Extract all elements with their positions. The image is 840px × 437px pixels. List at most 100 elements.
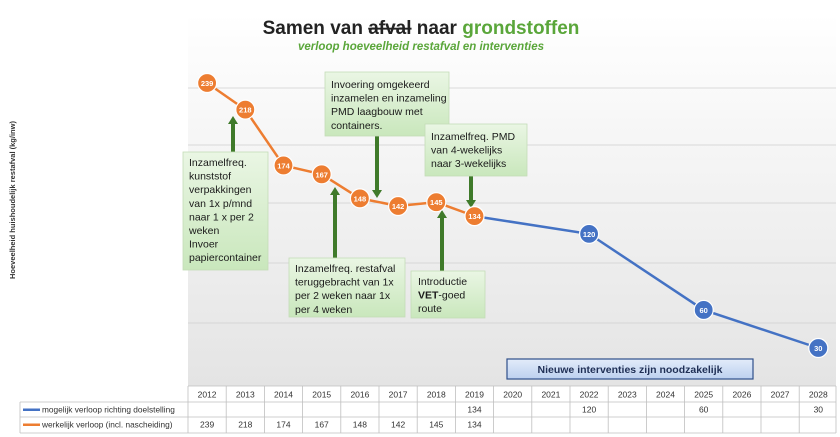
data-point-werkelijk: 145 bbox=[426, 192, 447, 213]
data-point-marker bbox=[197, 72, 218, 94]
data-point-marker bbox=[578, 223, 600, 244]
chart-subtitle: verloop hoeveelheid restafval en interve… bbox=[298, 41, 544, 53]
data-point-marker bbox=[311, 164, 332, 185]
table-header-year: 2015 bbox=[312, 390, 331, 400]
callout-box: Nieuwe interventies zijn noodzakelijk bbox=[506, 358, 754, 380]
annotation-line: weken bbox=[188, 225, 220, 237]
annotation-arrowhead bbox=[330, 187, 340, 195]
table-header-year: 2018 bbox=[427, 390, 446, 400]
table-header-year: 2024 bbox=[656, 390, 675, 400]
annotation-box: Introductie VET-goed route bbox=[410, 210, 486, 319]
data-point-marker bbox=[693, 299, 714, 321]
table-cell: 120 bbox=[582, 405, 596, 415]
title-green: grondstoffen bbox=[462, 18, 579, 39]
annotation-line: -goed bbox=[438, 290, 465, 302]
data-label: 60 bbox=[700, 306, 708, 315]
data-point-werkelijk: 167 bbox=[311, 164, 332, 185]
annotation-line: Introductie bbox=[418, 276, 467, 288]
annotation-line: papiercontainer bbox=[189, 252, 262, 264]
table-cell: 134 bbox=[467, 420, 481, 430]
data-point-marker bbox=[273, 155, 294, 176]
title-part1: Samen van bbox=[263, 18, 369, 39]
table-header-year: 2020 bbox=[503, 390, 522, 400]
annotation-background bbox=[424, 123, 528, 177]
annotation-line: naar 3-wekelijks bbox=[431, 158, 506, 170]
data-point-marker bbox=[464, 206, 485, 227]
title-struck: afval bbox=[368, 18, 411, 39]
callout-text: Nieuwe interventies zijn noodzakelijk bbox=[538, 364, 723, 376]
table-header-year: 2021 bbox=[541, 390, 560, 400]
chart-title: Samen van afval naar grondstoffen bbox=[263, 18, 580, 39]
annotation-line: route bbox=[418, 303, 442, 315]
table-cell: 239 bbox=[200, 420, 214, 430]
annotation-line: naar 1 x per 2 bbox=[189, 211, 254, 223]
table-header-year: 2023 bbox=[618, 390, 637, 400]
plot-background bbox=[188, 14, 836, 386]
annotation-background bbox=[410, 270, 486, 319]
table-cell: 167 bbox=[315, 420, 329, 430]
table-header-year: 2012 bbox=[198, 390, 217, 400]
data-point-werkelijk: 239 bbox=[197, 72, 218, 94]
table-header-year: 2022 bbox=[580, 390, 599, 400]
table-cell: 142 bbox=[391, 420, 405, 430]
data-label: 174 bbox=[277, 161, 290, 170]
data-label: 134 bbox=[468, 212, 481, 221]
annotation-box: Inzamelfreq. kunststof verpakkingen van 1x … bbox=[182, 116, 269, 271]
table-cell: 134 bbox=[467, 405, 481, 415]
data-point-doelstelling: 60 bbox=[693, 299, 714, 321]
data-point-marker bbox=[349, 188, 370, 209]
annotation-line: PMD laagbouw met bbox=[331, 106, 423, 118]
data-label: 142 bbox=[392, 202, 405, 211]
data-markers: 1341206030239218174167148142145134 bbox=[197, 72, 829, 359]
annotation-line: per 2 weken naar 1x bbox=[295, 290, 391, 302]
data-label: 218 bbox=[239, 106, 252, 115]
annotation-line: inzamelen en inzameling bbox=[331, 93, 447, 105]
data-point-werkelijk: 134 bbox=[464, 206, 485, 227]
data-point-marker bbox=[388, 195, 409, 217]
annotation-arrowhead bbox=[228, 116, 238, 124]
data-point-doelstelling: 30 bbox=[808, 337, 829, 359]
data-point-werkelijk: 174 bbox=[273, 155, 294, 176]
annotation-text: Invoering omgekeerd inzamelen en inzameli… bbox=[331, 79, 447, 132]
table-header-year: 2014 bbox=[274, 390, 293, 400]
annotation-arrowhead bbox=[372, 190, 382, 198]
table-cell: 30 bbox=[814, 405, 824, 415]
annotation-text: Inzamelfreq. restafval teruggebracht van … bbox=[295, 263, 395, 316]
legend-label: mogelijk verloop richting doelstelling bbox=[42, 405, 175, 415]
annotation-line: van 4-wekelijks bbox=[431, 145, 502, 157]
y-axis-label: Hoeveelheid huishoudelijk restafval (kg/… bbox=[8, 121, 17, 279]
table-header-year: 2025 bbox=[694, 390, 713, 400]
data-point-marker bbox=[235, 99, 256, 120]
annotation-arrowhead bbox=[466, 200, 476, 208]
table-cell: 145 bbox=[429, 420, 443, 430]
annotation-line: containers. bbox=[331, 120, 382, 132]
annotation-line: VET bbox=[418, 290, 439, 302]
annotation-box: Invoering omgekeerd inzamelen en inzameli… bbox=[324, 71, 450, 198]
table-header-year: 2028 bbox=[809, 390, 828, 400]
data-label: 148 bbox=[354, 194, 367, 203]
table-header-year: 2017 bbox=[389, 390, 408, 400]
data-point-werkelijk: 218 bbox=[235, 99, 256, 120]
table-header-year: 2026 bbox=[732, 390, 751, 400]
data-label: 120 bbox=[583, 230, 596, 239]
data-point-doelstelling: 120 bbox=[578, 223, 600, 244]
annotation-line: Invoering omgekeerd bbox=[331, 79, 430, 91]
data-label: 30 bbox=[814, 344, 822, 353]
data-point-werkelijk: 142 bbox=[388, 195, 409, 217]
annotation-line: Inzamelfreq. restafval bbox=[295, 263, 395, 275]
table-cell: 218 bbox=[238, 420, 252, 430]
annotation-line: Inzamelfreq. PMD bbox=[431, 131, 515, 143]
table-header-year: 2019 bbox=[465, 390, 484, 400]
annotation-text: Inzamelfreq. PMD van 4-wekelijks naar 3-we… bbox=[431, 131, 515, 170]
table-header-year: 2016 bbox=[350, 390, 369, 400]
legend-label: werkelijk verloop (incl. nascheiding) bbox=[41, 420, 173, 430]
series-line-doelstelling bbox=[474, 214, 819, 350]
annotation-text: Introductie VET-goed route bbox=[418, 276, 467, 315]
table-header-year: 2027 bbox=[771, 390, 790, 400]
annotation-line: Invoer bbox=[189, 239, 219, 251]
annotation-box: Inzamelfreq. PMD van 4-wekelijks naar 3-we… bbox=[424, 123, 528, 208]
table-cell: 148 bbox=[353, 420, 367, 430]
annotation-arrowhead bbox=[437, 210, 447, 218]
annotation-background bbox=[182, 151, 269, 271]
